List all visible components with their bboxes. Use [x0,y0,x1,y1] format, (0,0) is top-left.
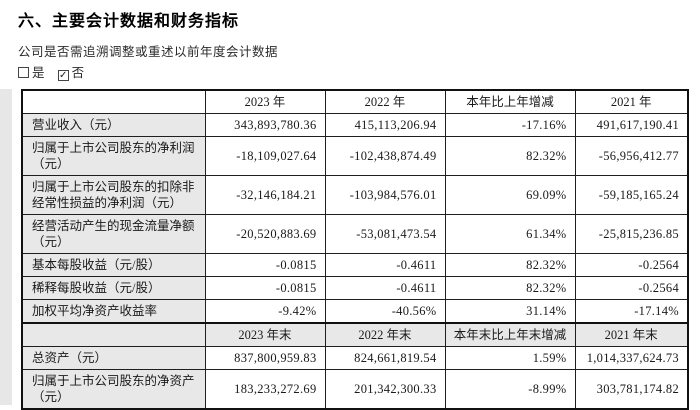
option-yes-label: 是 [32,66,45,80]
cell-value: -17.14% [574,299,689,324]
restatement-options: 是 ✓ 否 [18,62,94,81]
table-row: 总资产（元） 837,800,959.83 824,661,819.54 1.59% 1… [21,346,689,370]
cell-value: 491,617,190.41 [574,113,689,137]
table-row: 经营活动产生的现金流量净额（元） -20,520,883.69 -53,081,47… [21,214,689,254]
option-yes[interactable]: 是 [18,66,45,80]
cell-value: 183,233,272.69 [204,369,326,410]
cell-value: 201,342,300.33 [324,369,446,410]
cell-value: 69.09% [444,175,576,215]
cell-value: -18,109,027.64 [204,136,326,176]
cell-value: -56,956,412.77 [574,136,689,176]
cell-value: -103,984,576.01 [324,175,446,215]
column-header: 本年比上年增减 [444,89,576,114]
table-body: 2023 年 2022 年本年比上年增减 2021 年营业收入（元） 343,893,… [21,89,689,410]
table-row: 营业收入（元） 343,893,780.36 415,113,206.94 -17.1… [21,113,689,137]
column-header: 2022 年 [324,89,446,114]
checkbox-unchecked-icon[interactable] [18,67,29,78]
financial-indicators-table: 2023 年 2022 年本年比上年增减 2021 年营业收入（元） 343,893,… [21,89,689,410]
cell-value: 1,014,337,624.73 [574,346,689,370]
column-header: 2022 年末 [324,322,446,347]
cell-value: 1.59% [444,346,576,370]
corner-cell [21,89,206,114]
cell-value: -32,146,184.21 [204,175,326,215]
column-header: 2021 年末 [574,322,689,347]
left-margin-strip [0,89,12,405]
cell-value: -53,081,473.54 [324,214,446,254]
cell-value: -0.4611 [324,276,446,300]
row-label: 归属于上市公司股东的扣除非经常性损益的净利润（元） [21,175,206,215]
cell-value: -8.99% [444,369,576,410]
table-row: 归属于上市公司股东的净利润（元） -18,109,027.64 -102,438,8… [21,136,689,176]
option-no-label: 否 [71,66,85,80]
cell-value: 82.32% [444,253,576,277]
cell-value: -0.0815 [204,276,326,300]
cell-value: -0.4611 [324,253,446,277]
cell-value: -102,438,874.49 [324,136,446,176]
cell-value: 837,800,959.83 [204,346,326,370]
cell-value: -20,520,883.69 [204,214,326,254]
cell-value: -0.0815 [204,253,326,277]
cell-value: 303,781,174.82 [574,369,689,410]
cell-value: -25,815,236.85 [574,214,689,254]
table-header-row: 2023 年末 2022 年末 本年末比上年末增减 2021 年末 [21,322,689,347]
table-row: 稀释每股收益（元/股） -0.0815 -0.4611 82.32% -0.2564 [21,276,689,300]
cell-value: -17.16% [444,113,576,137]
row-label: 加权平均净资产收益率 [21,299,206,324]
section-title: 六、主要会计数据和财务指标 [18,13,240,30]
column-header: 2023 年末 [204,322,326,347]
corner-cell [21,322,206,347]
restatement-question: 公司是否需追溯调整或重述以前年度会计数据 [18,45,279,59]
row-label: 总资产（元） [21,346,206,370]
row-label: 营业收入（元） [21,113,206,137]
row-label: 归属于上市公司股东的净利润（元） [21,136,206,176]
table-row: 归属于上市公司股东的净资产（元） 183,233,272.69 201,342,30… [21,369,689,410]
table-row: 基本每股收益（元/股） -0.0815 -0.4611 82.32% -0.2564 [21,253,689,277]
table-row: 加权平均净资产收益率 -9.42% -40.56% 31.14% -17.14% [21,299,689,324]
cell-value: -9.42% [204,299,326,324]
cell-value: -40.56% [324,299,446,324]
table-header-row: 2023 年 2022 年本年比上年增减 2021 年 [21,89,689,114]
row-label: 稀释每股收益（元/股） [21,276,206,300]
cell-value: -0.2564 [574,253,689,277]
cell-value: 343,893,780.36 [204,113,326,137]
cell-value: 82.32% [444,136,576,176]
option-no[interactable]: ✓ 否 [57,66,85,81]
column-header: 2023 年 [204,89,326,114]
cell-value: 415,113,206.94 [324,113,446,137]
row-label: 基本每股收益（元/股） [21,253,206,277]
cell-value: 824,661,819.54 [324,346,446,370]
cell-value: 61.34% [444,214,576,254]
cell-value: -59,185,165.24 [574,175,689,215]
table-row: 归属于上市公司股东的扣除非经常性损益的净利润（元） -32,146,184.21-… [21,175,689,215]
cell-value: 82.32% [444,276,576,300]
row-label: 经营活动产生的现金流量净额（元） [21,214,206,254]
row-label: 归属于上市公司股东的净资产（元） [21,369,206,410]
cell-value: 31.14% [444,299,576,324]
column-header: 本年末比上年末增减 [444,322,576,347]
cell-value: -0.2564 [574,276,689,300]
checkbox-checked-icon[interactable]: ✓ [57,70,69,81]
column-header: 2021 年 [574,89,689,114]
